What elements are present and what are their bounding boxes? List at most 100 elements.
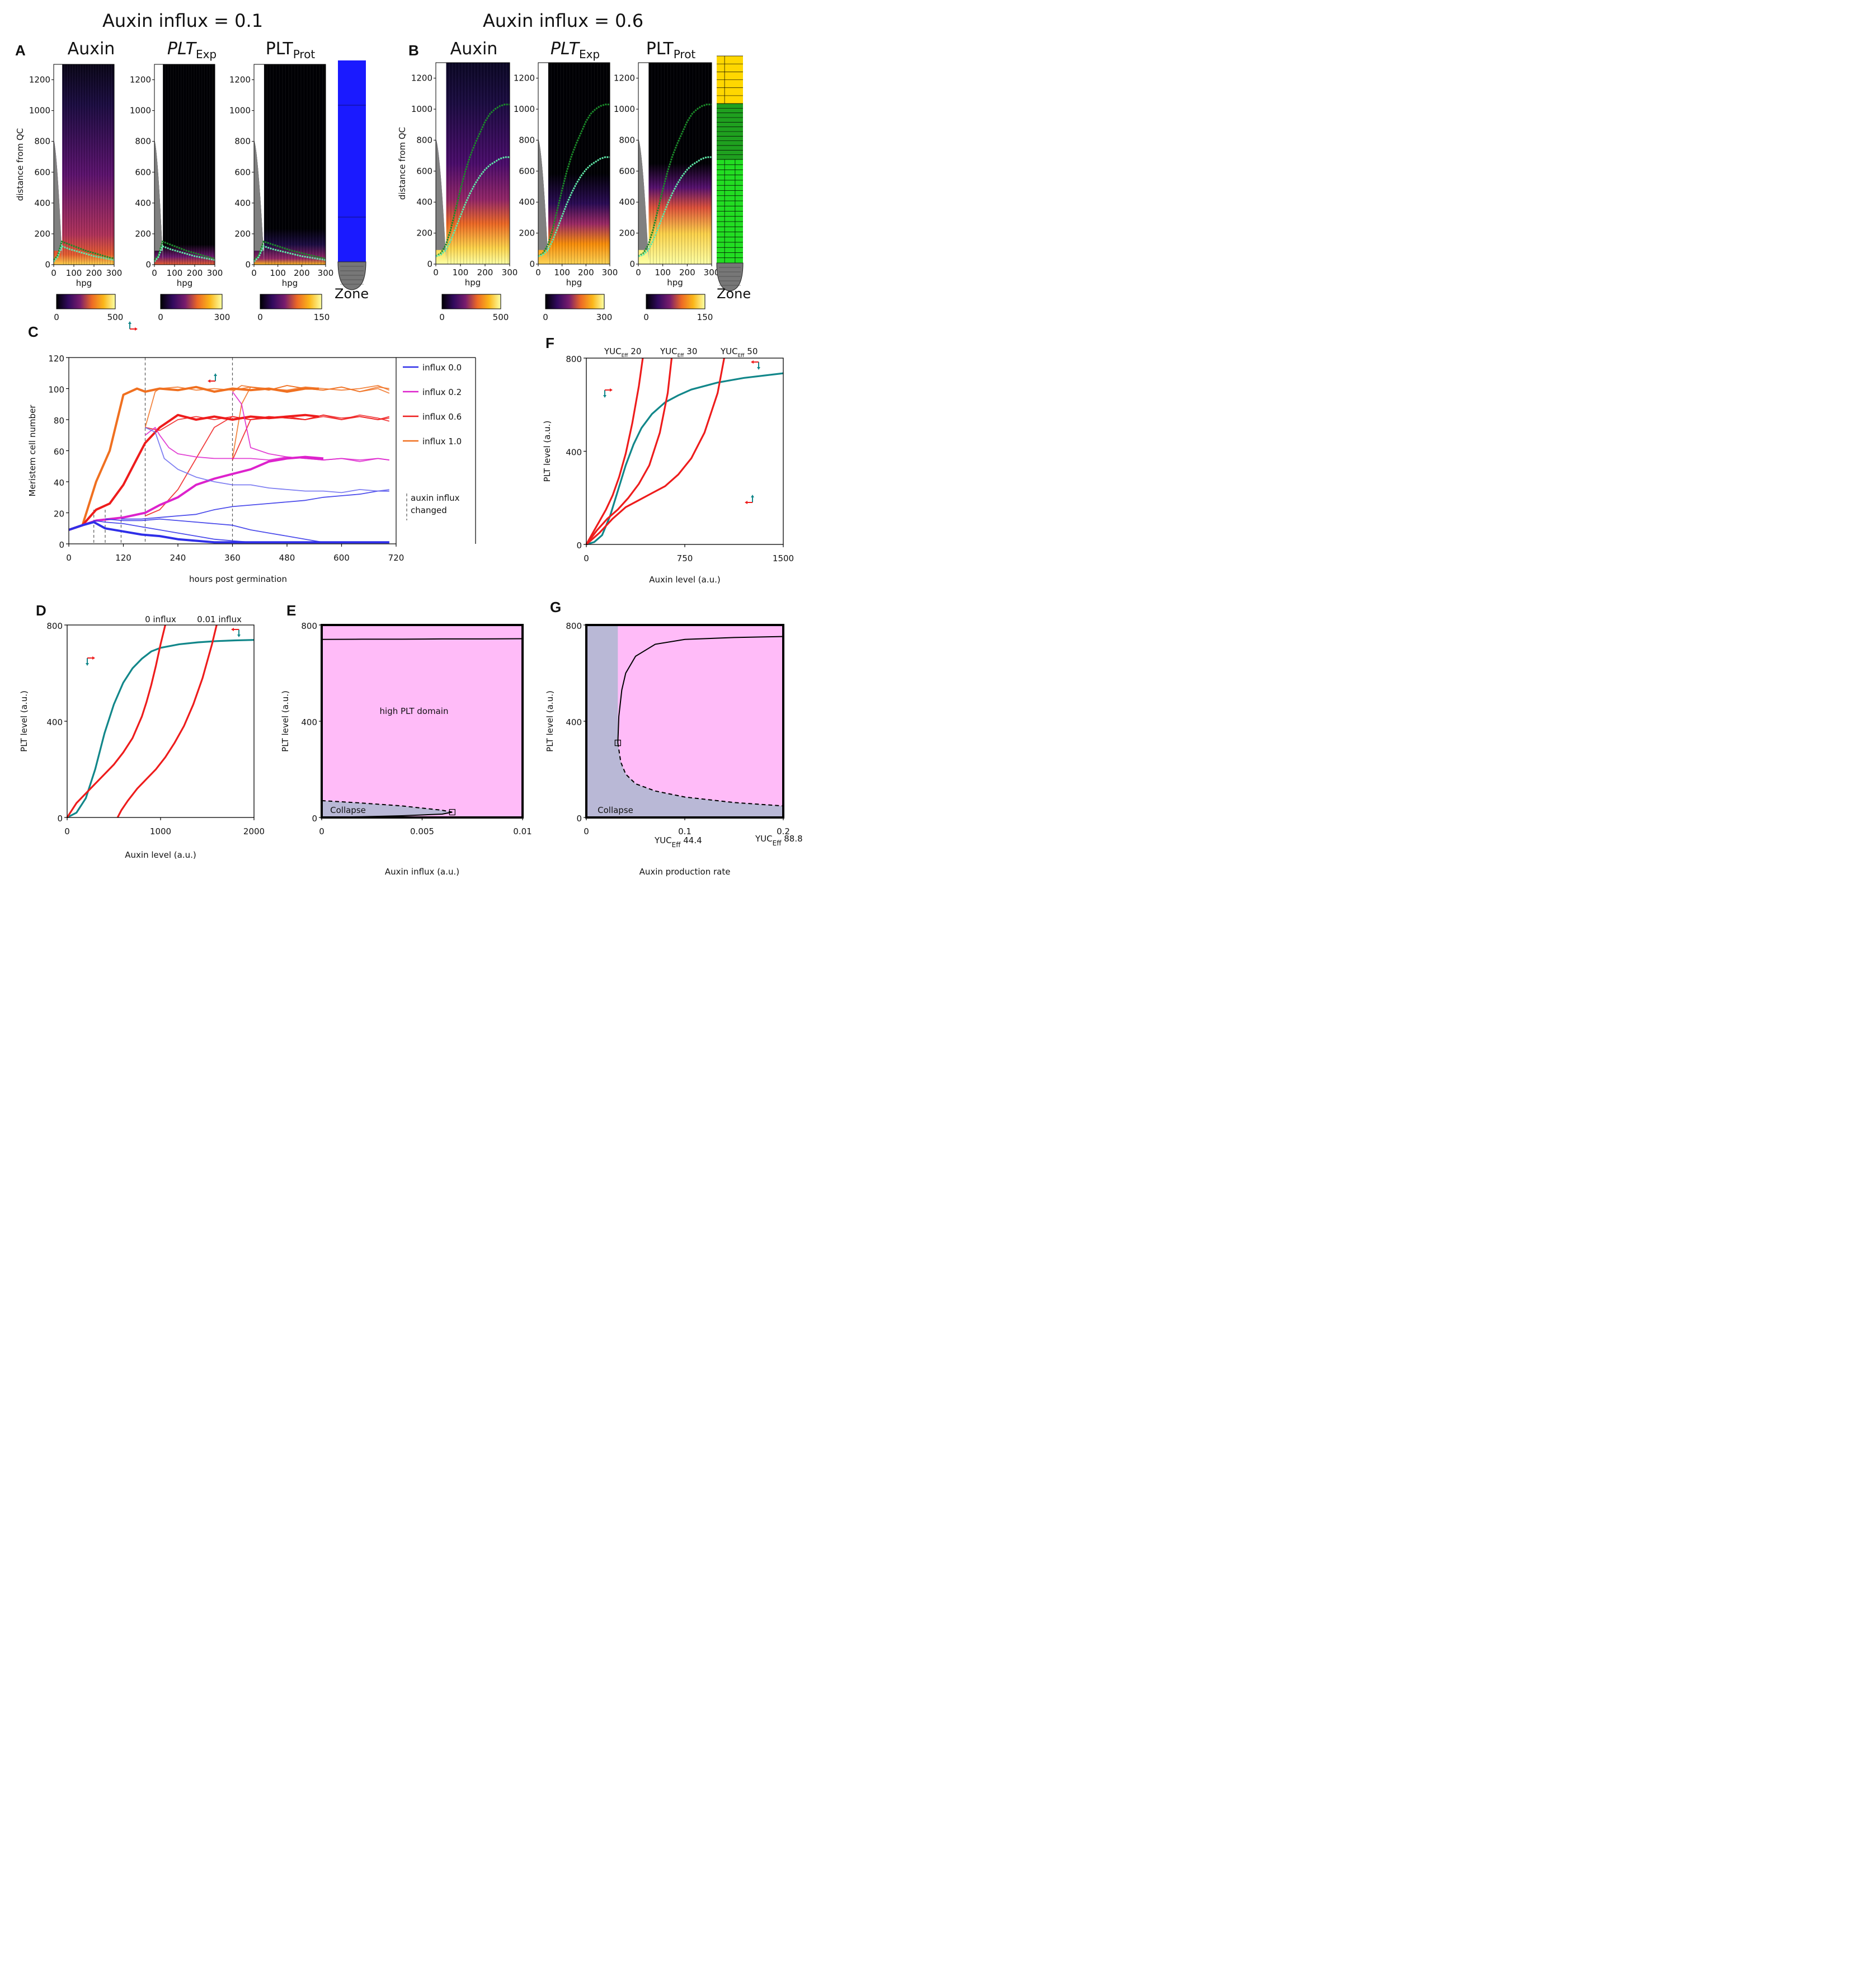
heatmap-B-auxin: 0 200 400 600 800 1000 1200 0 100 200 300 hpg distan… [397,62,518,288]
colorbar-B-auxin-bar [441,294,501,309]
chart-C-legend-label: influx 0.6 [422,412,462,422]
chart-G-ytick-label: 0 [576,814,582,824]
colorbar-B-pltexp-min-label: 0 [543,312,548,322]
heatmap-B-pltprot-grey-mask [638,139,649,260]
chart-E-xtick-label: 0.005 [410,826,434,836]
heatmap-A-pltprot-xlabel: hpg [282,278,298,288]
heatmap-A-pltexp-ytick-label: 1000 [130,106,151,116]
heatmap-A-pltexp-boundary-dark-green [153,240,215,261]
chart-E-region-label: Collapse [330,805,366,815]
chart-C-series-line [232,391,389,460]
chart-E-ylabel: PLT level (a.u.) [280,690,290,752]
chart-E-bifurcation-marker [449,809,455,816]
heat-title-A-auxin: Auxin [67,39,115,59]
chart-E-branch [321,800,453,813]
panel-letter-A: A [15,42,26,59]
heatmap-B-auxin-xtick-label: 300 [502,267,518,278]
chart-C-ytick-label: 0 [59,540,64,550]
chart-E-region-high [322,625,523,817]
heatmap-A-pltprot-boundary-light-green [253,245,326,262]
heatmap-B-auxin-ytick-label: 400 [416,197,432,207]
heatmap-B-pltexp-xtick-label: 300 [602,267,618,278]
chart-D-xtick-label: 1000 [150,826,171,836]
heatmap-B-pltexp-boundary-light-green [538,156,610,257]
heatmap-A-pltexp: 0 200 400 600 800 1000 1200 0 100 200 300 hpg [130,64,223,288]
heatmap-A-auxin-frame [53,64,115,265]
heatmap-B-auxin-ytick-label: 200 [416,228,432,238]
heatmap-B-pltprot-boundary-light-green [638,156,712,257]
heatmap-A-auxin-ytick-label: 0 [45,260,50,270]
chart-C-series-line [145,427,389,494]
chart-F-arrow-teal-head [751,495,754,497]
heatmap-A-pltexp-ytick-label: 400 [135,198,151,208]
heat-title-A-pltprot: PLTProt [265,39,316,61]
chart-G-xlabel: Auxin production rate [639,867,731,877]
heat-title-B-pltexp: PLTExp [550,39,600,61]
chart-C-series-line [68,413,319,531]
heatmap-A-pltexp-ytick-label: 200 [135,229,151,239]
heatmap-B-pltprot: 0 200 400 600 800 1000 1200 0 100 200 300 hpg [614,62,719,288]
heatmap-B-pltexp-ytick-label: 0 [529,259,535,269]
colorbar-A-pltprot-bar [260,294,322,309]
heatmap-A-pltexp-field [154,64,215,265]
zone-label-B: Zone [717,286,751,302]
chart-G-ytick-label: 800 [566,621,582,631]
heatmap-A-pltexp-xtick-label: 300 [207,268,223,278]
chart-C-series-line [232,385,390,459]
heatmap-A-pltprot-ytick-label: 600 [234,167,251,177]
chart-C-xtick-label: 600 [333,553,350,563]
heatmap-B-pltprot-boundary-dark-green [638,104,712,257]
chart-F-xtick-label: 750 [677,553,693,563]
heatmap-B-auxin-boundary-dark-green [435,104,510,257]
heatmap-A-auxin: 0 200 400 600 800 1000 1200 0 100 200 300 hpg distan… [15,64,122,288]
chart-G-xtick-label: 0 [584,826,589,836]
zone-bar-A-root-cap [337,261,366,290]
chart-E-region-collapse [322,800,453,817]
chart-C-xtick-label: 480 [279,553,295,563]
heatmap-A-pltexp-grey-mask [154,140,163,261]
heatmap-A-pltexp-xlabel: hpg [177,278,193,288]
heatmap-A-auxin-ytick-label: 1200 [29,75,50,85]
chart-F-arrow-teal-head [603,395,606,398]
chart-E-ytick-label: 0 [312,814,317,824]
heatmap-B-auxin-white-mask [436,63,446,260]
heatmap-A-pltprot-field [254,64,326,265]
heatmap-B-auxin-ytick-label: 1200 [411,73,432,83]
chart-C-ytick-label: 40 [54,478,64,488]
chart-C-xtick-label: 0 [66,553,72,563]
heatmap-A-pltprot-xtick-label: 100 [270,268,286,278]
heatmap-B-pltexp-ytick-label: 400 [519,197,535,207]
chart-D-arrow-teal-head [86,663,89,666]
heatmap-B-pltprot-frame [638,62,712,265]
colorbar-B-pltprot-min-label: 0 [643,312,649,322]
chart-C-legend-label: influx 0.2 [422,387,462,397]
chart-D-curve [66,624,166,818]
chart-D-xtick-label: 0 [64,826,70,836]
panel-letter-G: G [550,599,562,615]
chart-C-series-line [121,490,389,520]
chart-E-region-label: high PLT domain [380,706,449,716]
heatmap-B-pltexp-ytick-label: 1000 [514,104,535,114]
chart-D-annotation: 0.01 influx [197,614,242,624]
chart-C-series-line [68,455,324,531]
heatmap-A-pltprot-frame [253,64,326,265]
colorbar-A-pltprot-min-label: 0 [257,312,263,322]
chart-E-ytick-label: 400 [301,717,317,727]
heatmap-A-pltexp-white-mask [154,64,163,261]
chart-F-arrow-red-head [745,501,747,504]
chart-C-series-line [145,414,390,516]
colorbar-A-pltexp-max-label: 300 [214,312,231,322]
colorbar-A-auxin-min-label: 0 [54,312,59,322]
chart-D-ytick-label: 800 [46,621,63,631]
heatmap-B-pltprot-xtick-label: 0 [636,267,641,278]
colorbar-B-pltexp-bar [545,294,605,309]
heatmap-A-pltexp-frame [154,64,215,265]
heatmap-B-pltprot-ytick-label: 1200 [614,73,635,83]
heatmap-A-pltprot-white-mask [254,64,264,261]
chart-C-xtick-label: 720 [388,553,404,563]
heatmap-B-pltprot-ytick-label: 200 [619,228,635,238]
chart-F-annotation: YUCEff 50 [720,346,758,359]
chart-C-ytick-label: 100 [48,385,64,395]
heatmap-A-pltprot-grey-mask [254,140,264,261]
